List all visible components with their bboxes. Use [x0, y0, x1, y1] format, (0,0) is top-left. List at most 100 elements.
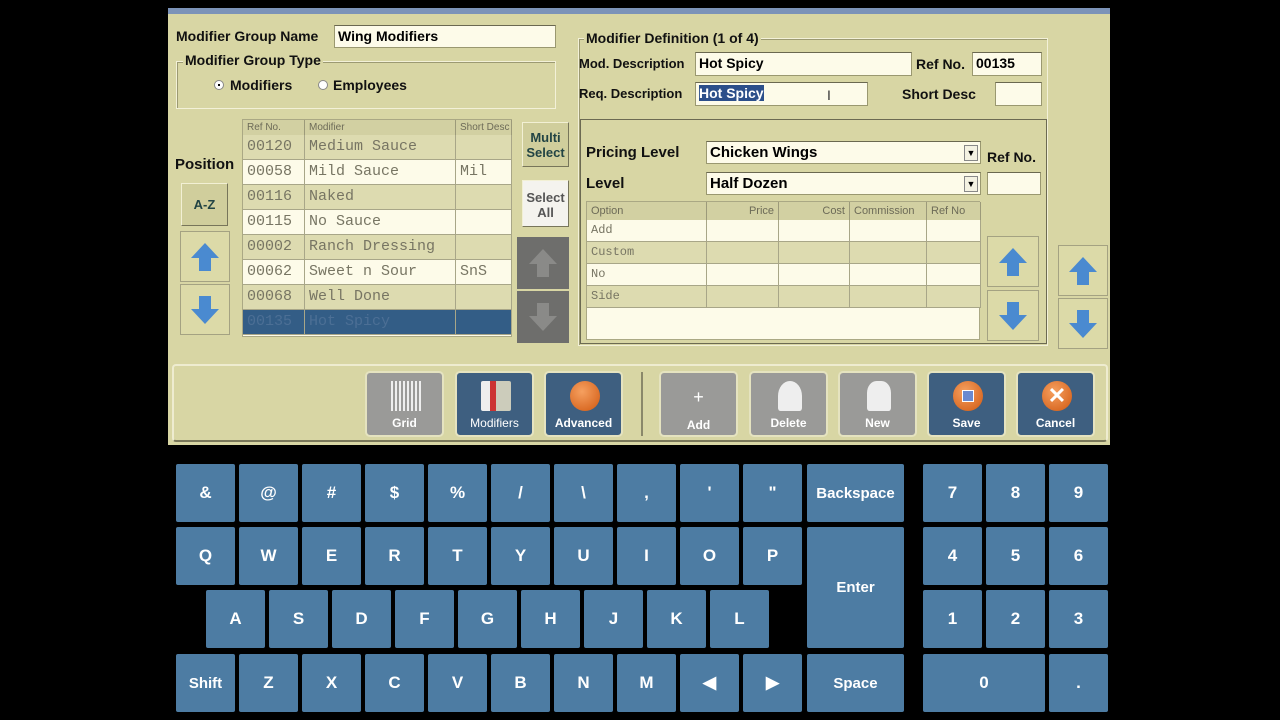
column-header[interactable]: Cost	[779, 202, 850, 220]
definition-down-button[interactable]	[1058, 298, 1108, 349]
req-desc-input[interactable]: Hot Spicy I	[695, 82, 868, 106]
key[interactable]: Y	[491, 527, 550, 585]
column-header[interactable]: Short Desc	[456, 120, 512, 135]
key[interactable]: V	[428, 654, 487, 712]
multi-select-button[interactable]: Multi Select	[522, 122, 569, 167]
grid-button[interactable]: Grid	[365, 371, 444, 437]
key[interactable]: M	[617, 654, 676, 712]
numpad-key[interactable]: 4	[923, 527, 982, 585]
backspace-key[interactable]: Backspace	[807, 464, 904, 522]
key[interactable]: ◀	[680, 654, 739, 712]
column-header[interactable]: Commission	[850, 202, 927, 220]
key[interactable]: S	[269, 590, 328, 648]
key[interactable]: F	[395, 590, 454, 648]
space-key[interactable]: Space	[807, 654, 904, 712]
option-row[interactable]: Add	[587, 220, 981, 242]
key[interactable]: &	[176, 464, 235, 522]
numpad-key[interactable]: 2	[986, 590, 1045, 648]
key[interactable]: $	[365, 464, 424, 522]
key[interactable]: A	[206, 590, 265, 648]
ref-no-input[interactable]: 00135	[972, 52, 1042, 76]
key[interactable]: ,	[617, 464, 676, 522]
key[interactable]: %	[428, 464, 487, 522]
add-button[interactable]: + Add	[659, 371, 738, 437]
new-button[interactable]: New	[838, 371, 917, 437]
table-row[interactable]: 00116 Naked	[243, 185, 512, 210]
numpad-key[interactable]: 1	[923, 590, 982, 648]
key[interactable]: /	[491, 464, 550, 522]
option-up-button[interactable]	[987, 236, 1039, 287]
key[interactable]: "	[743, 464, 802, 522]
key[interactable]: C	[365, 654, 424, 712]
table-row[interactable]: 00068 Well Done	[243, 285, 512, 310]
key[interactable]: '	[680, 464, 739, 522]
level-ref-input[interactable]	[987, 172, 1041, 195]
position-up-button[interactable]	[180, 231, 230, 282]
key[interactable]: G	[458, 590, 517, 648]
sort-az-button[interactable]: A-Z	[181, 183, 228, 226]
definition-up-button[interactable]	[1058, 245, 1108, 296]
pricing-level-select[interactable]: Chicken Wings ▼	[706, 141, 981, 164]
key[interactable]: E	[302, 527, 361, 585]
mod-desc-input[interactable]: Hot Spicy	[695, 52, 912, 76]
key[interactable]: O	[680, 527, 739, 585]
group-name-input[interactable]: Wing Modifiers	[334, 25, 556, 48]
key[interactable]: J	[584, 590, 643, 648]
column-header[interactable]: Modifier	[305, 120, 456, 135]
numpad-key[interactable]: 5	[986, 527, 1045, 585]
key[interactable]: U	[554, 527, 613, 585]
numpad-key[interactable]: 8	[986, 464, 1045, 522]
table-row[interactable]: 00115 No Sauce	[243, 210, 512, 235]
key[interactable]: @	[239, 464, 298, 522]
radio-modifiers[interactable]	[214, 80, 224, 90]
key[interactable]: W	[239, 527, 298, 585]
numpad-key[interactable]: 7	[923, 464, 982, 522]
key[interactable]: H	[521, 590, 580, 648]
numpad-key[interactable]: 9	[1049, 464, 1108, 522]
option-row[interactable]: Side	[587, 286, 981, 308]
table-row[interactable]: 00002 Ranch Dressing	[243, 235, 512, 260]
option-down-button[interactable]	[987, 290, 1039, 341]
column-header[interactable]: Price	[707, 202, 779, 220]
column-header[interactable]: Option	[587, 202, 707, 220]
position-down-button[interactable]	[180, 284, 230, 335]
table-row[interactable]: 00120 Medium Sauce	[243, 135, 512, 160]
short-desc-input[interactable]	[995, 82, 1042, 106]
numpad-key[interactable]: 3	[1049, 590, 1108, 648]
item-down-button-disabled[interactable]	[517, 291, 569, 343]
key[interactable]: X	[302, 654, 361, 712]
table-row[interactable]: 00058 Mild Sauce Mil	[243, 160, 512, 185]
key[interactable]: Q	[176, 527, 235, 585]
select-all-button[interactable]: Select All	[522, 180, 569, 227]
option-row[interactable]: Custom	[587, 242, 981, 264]
modifiers-button[interactable]: Modifiers	[455, 371, 534, 437]
shift-key[interactable]: Shift	[176, 654, 235, 712]
key[interactable]: #	[302, 464, 361, 522]
key[interactable]: ▶	[743, 654, 802, 712]
key[interactable]: Z	[239, 654, 298, 712]
key[interactable]: K	[647, 590, 706, 648]
table-row[interactable]: 00135 Hot Spicy	[243, 310, 512, 335]
delete-button[interactable]: Delete	[749, 371, 828, 437]
option-row[interactable]: No	[587, 264, 981, 286]
key[interactable]: N	[554, 654, 613, 712]
level-select[interactable]: Half Dozen ▼	[706, 172, 981, 195]
column-header[interactable]: Ref No	[927, 202, 981, 220]
key[interactable]: D	[332, 590, 391, 648]
item-up-button-disabled[interactable]	[517, 237, 569, 289]
key[interactable]: R	[365, 527, 424, 585]
numpad-key[interactable]: 6	[1049, 527, 1108, 585]
numpad-dot-key[interactable]: .	[1049, 654, 1108, 712]
radio-employees[interactable]	[318, 80, 328, 90]
key[interactable]: T	[428, 527, 487, 585]
save-button[interactable]: Save	[927, 371, 1006, 437]
key[interactable]: I	[617, 527, 676, 585]
key[interactable]: P	[743, 527, 802, 585]
enter-key[interactable]: Enter	[807, 527, 904, 648]
key[interactable]: B	[491, 654, 550, 712]
column-header[interactable]: Ref No.	[243, 120, 305, 135]
cancel-button[interactable]: ✕ Cancel	[1016, 371, 1095, 437]
numpad-zero-key[interactable]: 0	[923, 654, 1045, 712]
key[interactable]: L	[710, 590, 769, 648]
table-row[interactable]: 00062 Sweet n Sour SnS	[243, 260, 512, 285]
